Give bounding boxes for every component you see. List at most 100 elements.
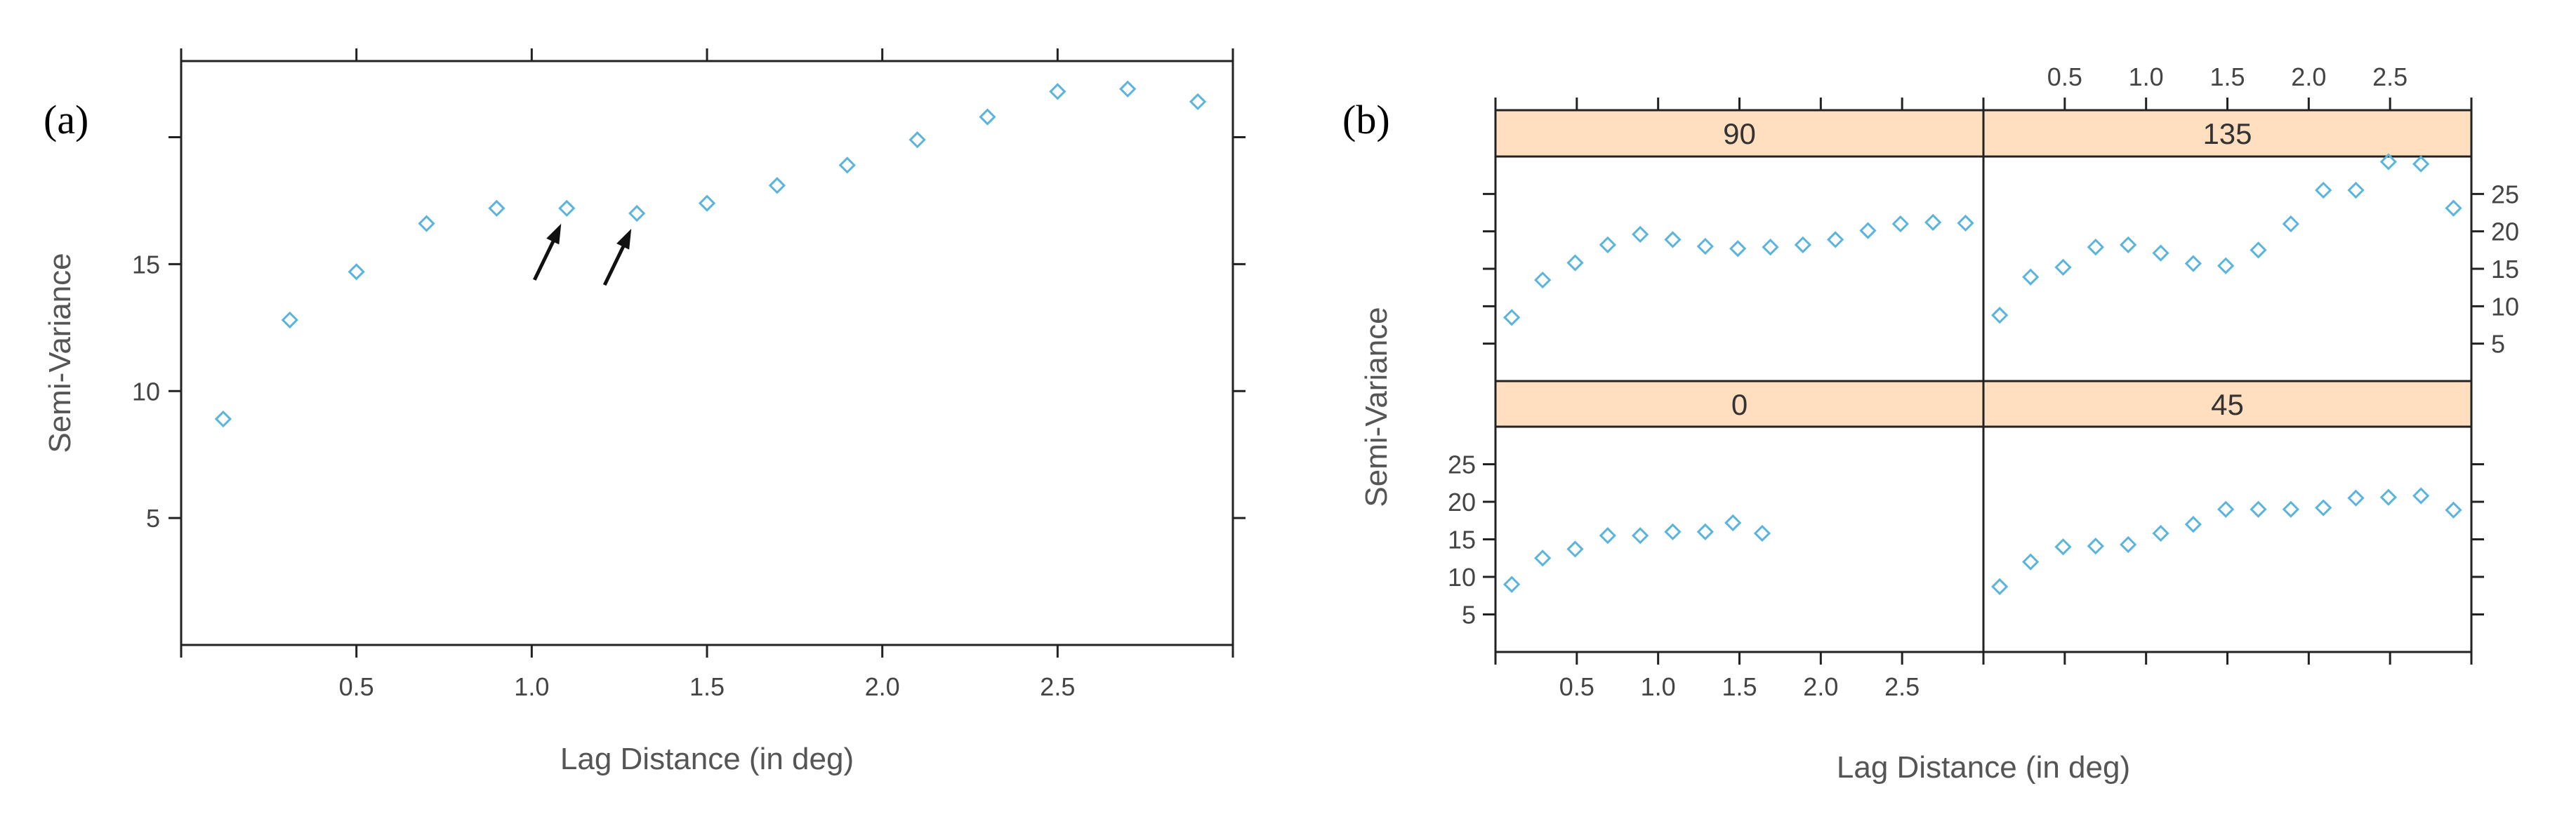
x-axis-title-a: Lag Distance (in deg) bbox=[560, 742, 854, 776]
data-point-90 bbox=[1957, 214, 1974, 232]
data-point-90 bbox=[1794, 236, 1811, 253]
data-point-45 bbox=[2217, 500, 2235, 518]
x-tick-label-a: 2.0 bbox=[865, 672, 900, 701]
strip-label-90: 90 bbox=[1723, 117, 1756, 150]
x-tick-label-top-b: 1.5 bbox=[2210, 62, 2245, 91]
data-point-135 bbox=[2087, 238, 2104, 256]
x-tick-label-bottom-b: 1.0 bbox=[1641, 672, 1676, 701]
data-point-a bbox=[1189, 93, 1207, 110]
data-point-135 bbox=[2152, 244, 2169, 262]
arrow-annotations-a bbox=[533, 223, 632, 286]
data-point-135 bbox=[2250, 241, 2267, 259]
y-tick-label-left-b: 15 bbox=[1448, 526, 1476, 554]
y-axis-title-a: Semi-Variance bbox=[43, 253, 77, 453]
panel-label-a: (a) bbox=[44, 97, 88, 142]
strip-135 bbox=[1982, 109, 2473, 158]
x-tick-label-a: 0.5 bbox=[339, 672, 374, 701]
data-point-0 bbox=[1632, 527, 1649, 545]
data-point-45 bbox=[2412, 487, 2430, 505]
data-point-a bbox=[1119, 80, 1137, 98]
y-tick-label-a: 15 bbox=[132, 250, 160, 279]
data-point-90 bbox=[1859, 222, 1877, 239]
panel-label-b: (b) bbox=[1342, 97, 1390, 142]
data-point-90 bbox=[1566, 254, 1584, 272]
x-tick-label-top-b: 1.0 bbox=[2129, 62, 2164, 91]
lattice-panel-45: 45 bbox=[1982, 380, 2473, 653]
data-point-90 bbox=[1891, 215, 1909, 233]
data-point-45 bbox=[2087, 538, 2104, 555]
lattice-panel-0: 0 bbox=[1494, 380, 1985, 653]
y-tick-label-left-b: 25 bbox=[1448, 451, 1476, 479]
data-point-0 bbox=[1534, 550, 1552, 567]
data-point-90 bbox=[1664, 231, 1682, 248]
data-point-45 bbox=[1991, 578, 2009, 596]
panel-frame-90 bbox=[1494, 155, 1985, 382]
data-point-90 bbox=[1729, 240, 1747, 258]
lattice-panel-135: 135 bbox=[1982, 109, 2473, 382]
data-point-45 bbox=[2445, 501, 2462, 519]
x-tick-label-a: 1.0 bbox=[514, 672, 549, 701]
x-tick-label-bottom-b: 0.5 bbox=[1559, 672, 1594, 701]
strip-label-45: 45 bbox=[2211, 388, 2244, 421]
x-ticks-a: 0.5 1.0 1.5 2.0 2.5 bbox=[180, 48, 1234, 701]
data-point-135 bbox=[2315, 181, 2332, 199]
strip-label-135: 135 bbox=[2202, 117, 2252, 150]
data-point-45 bbox=[2054, 538, 2072, 556]
x-tick-label-a: 2.5 bbox=[1040, 672, 1075, 701]
arrow-head bbox=[616, 229, 632, 250]
y-tick-label-left-b: 20 bbox=[1448, 488, 1476, 517]
lattice-panel-90: 90 bbox=[1494, 109, 1985, 382]
x-tick-label-top-b: 2.5 bbox=[2372, 62, 2407, 91]
strip-90 bbox=[1494, 109, 1985, 158]
data-point-135 bbox=[2282, 215, 2299, 233]
data-point-a bbox=[909, 131, 926, 149]
plot-frame-a bbox=[180, 60, 1234, 646]
data-point-135 bbox=[2120, 236, 2137, 253]
data-point-45 bbox=[2120, 535, 2137, 554]
chart-a: (a) 0.5 1.0 1.5 2.0 2.5 5 10 15 Lag Distance (… bbox=[43, 48, 1246, 776]
data-point-45 bbox=[2250, 500, 2267, 518]
data-point-135 bbox=[2184, 255, 2202, 272]
data-point-0 bbox=[1724, 514, 1742, 532]
x-tick-label-a: 1.5 bbox=[689, 672, 725, 701]
data-point-0 bbox=[1566, 540, 1584, 558]
data-point-0 bbox=[1664, 523, 1682, 540]
data-point-90 bbox=[1924, 213, 1942, 231]
data-point-135 bbox=[2379, 153, 2397, 171]
data-point-a bbox=[979, 108, 996, 126]
x-tick-label-bottom-b: 1.5 bbox=[1722, 672, 1757, 701]
data-point-45 bbox=[2379, 488, 2397, 506]
data-point-45 bbox=[2315, 499, 2332, 517]
data-point-a bbox=[488, 199, 506, 217]
lattice-panels-b: 90 135 0 45 bbox=[1494, 109, 2473, 653]
data-points-a bbox=[214, 80, 1207, 428]
panel-frame-45 bbox=[1982, 425, 2473, 653]
data-point-a bbox=[281, 311, 298, 329]
data-point-45 bbox=[2282, 500, 2299, 518]
data-point-a bbox=[418, 215, 435, 232]
arrow-head bbox=[546, 223, 562, 245]
data-point-a bbox=[214, 410, 232, 428]
data-point-90 bbox=[1534, 271, 1552, 289]
x-tick-label-bottom-b: 2.5 bbox=[1884, 672, 1920, 701]
data-point-135 bbox=[2217, 257, 2235, 274]
strip-45 bbox=[1982, 380, 2473, 428]
y-tick-label-left-b: 10 bbox=[1448, 563, 1476, 592]
data-point-a bbox=[628, 204, 646, 222]
data-point-135 bbox=[2054, 258, 2072, 276]
y-tick-label-right-b: 5 bbox=[2491, 330, 2505, 359]
data-point-0 bbox=[1599, 527, 1616, 545]
data-point-90 bbox=[1599, 236, 1616, 253]
x-tick-label-top-b: 0.5 bbox=[2047, 62, 2082, 91]
y-tick-label-left-b: 5 bbox=[1462, 601, 1476, 630]
panel-frame-0 bbox=[1494, 425, 1985, 653]
x-tick-label-top-b: 2.0 bbox=[2291, 62, 2326, 91]
strip-0 bbox=[1494, 380, 1985, 428]
data-point-a bbox=[348, 263, 365, 281]
data-point-45 bbox=[2152, 524, 2169, 542]
data-point-135 bbox=[2412, 155, 2430, 173]
y-tick-label-a: 10 bbox=[132, 377, 160, 406]
y-tick-label-right-b: 10 bbox=[2491, 292, 2519, 321]
data-point-a bbox=[698, 194, 716, 212]
